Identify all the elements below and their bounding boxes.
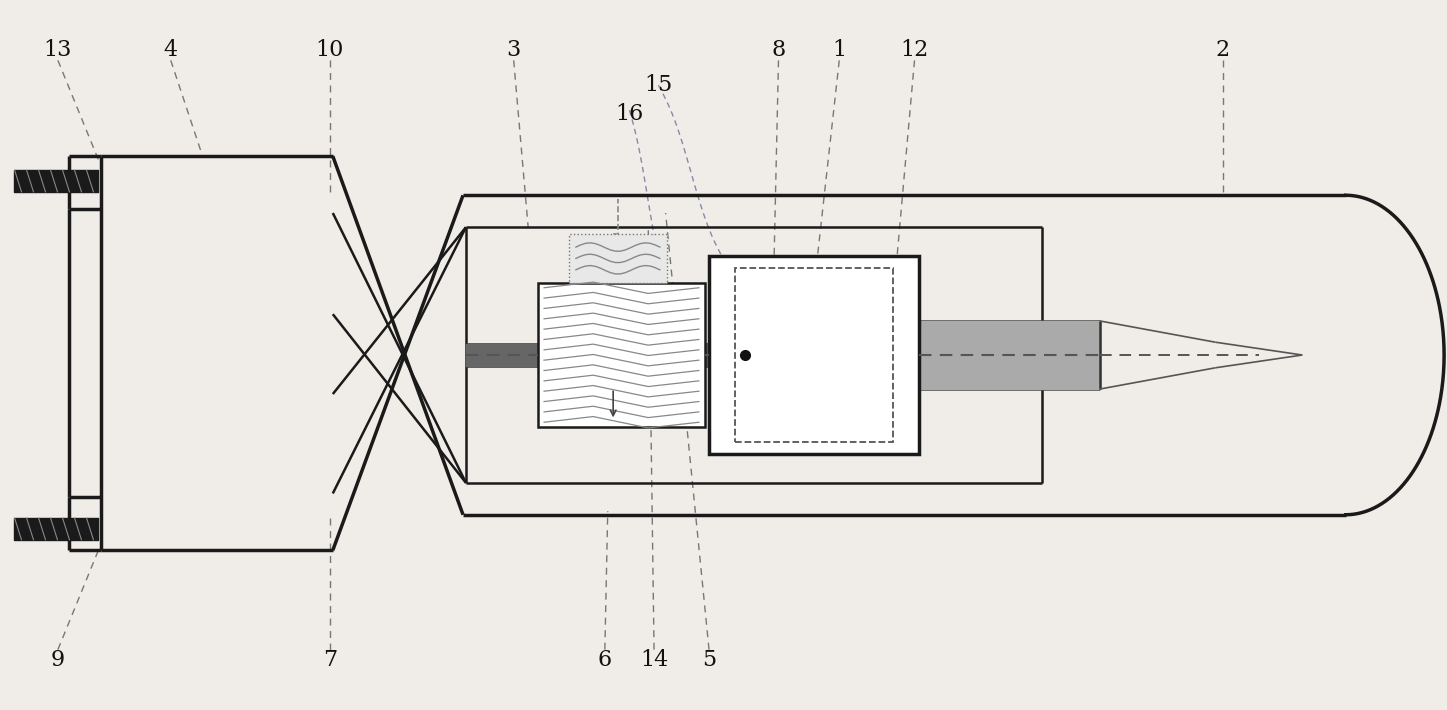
Text: 5: 5 (702, 650, 716, 671)
Text: 3: 3 (506, 39, 521, 60)
Text: 14: 14 (640, 650, 669, 671)
Bar (735, 268, 893, 442)
Text: 10: 10 (315, 39, 344, 60)
Bar (709, 256, 919, 454)
Text: 7: 7 (323, 650, 337, 671)
Text: 1: 1 (832, 39, 846, 60)
Text: 13: 13 (43, 39, 72, 60)
Bar (569, 234, 667, 283)
Text: 6: 6 (598, 650, 612, 671)
Text: 9: 9 (51, 650, 65, 671)
Text: 4: 4 (164, 39, 178, 60)
Text: 12: 12 (900, 39, 929, 60)
Text: 16: 16 (615, 103, 644, 124)
Text: 8: 8 (771, 39, 786, 60)
Text: 15: 15 (644, 75, 673, 96)
Bar (538, 283, 705, 427)
Text: 2: 2 (1215, 39, 1230, 60)
